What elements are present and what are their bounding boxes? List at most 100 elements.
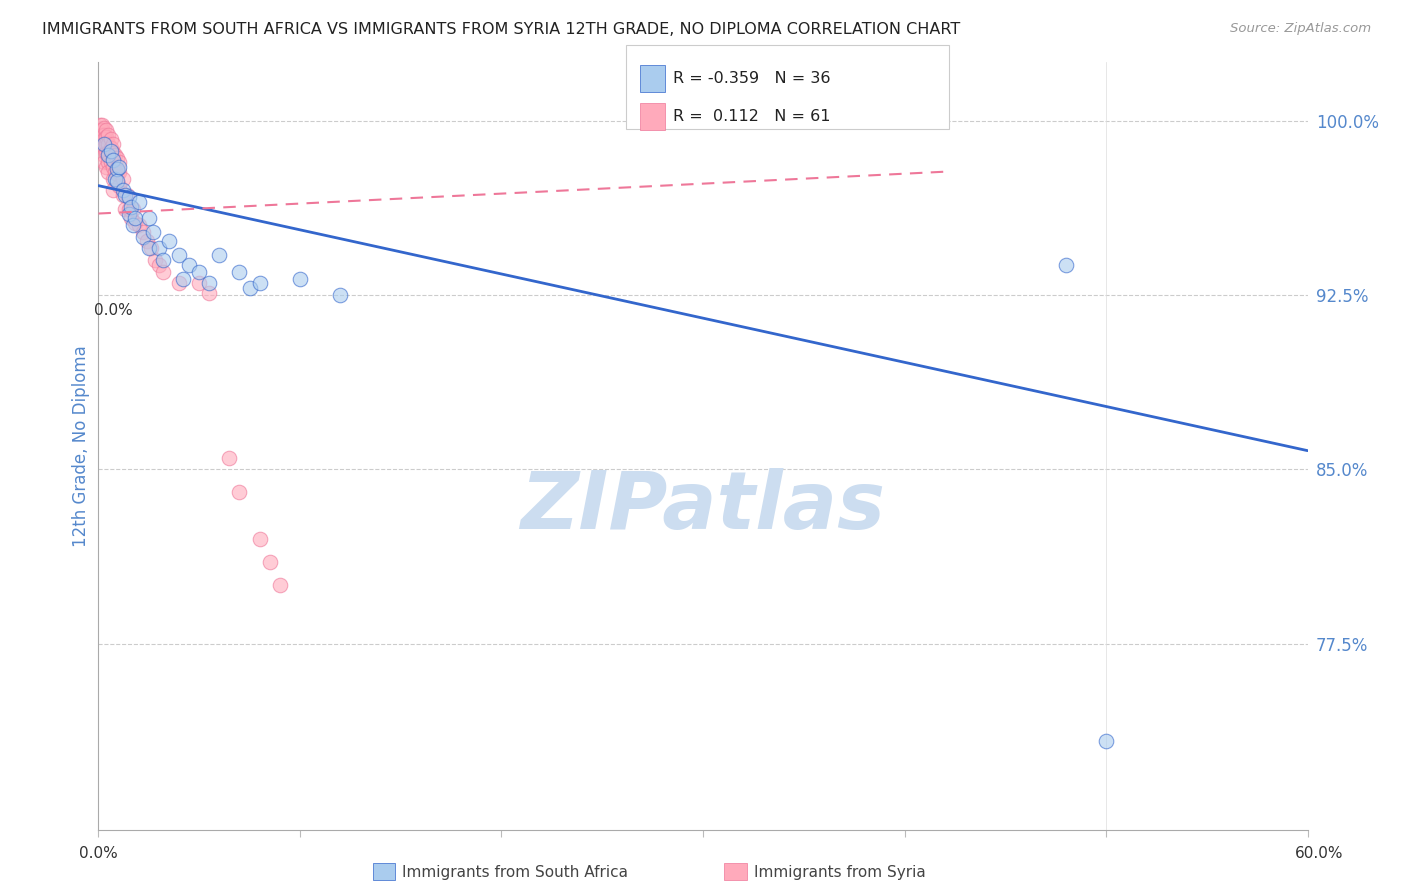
Point: [142, 225, 165, 239]
Text: 0.0%: 0.0%: [94, 302, 134, 318]
Point: [105, 167, 128, 181]
Text: Immigrants from South Africa: Immigrants from South Africa: [402, 865, 628, 880]
Point: [157, 235, 180, 249]
Point: [111, 183, 134, 197]
Point: [89, 123, 111, 137]
Point: [1095, 734, 1118, 748]
Point: [93, 148, 115, 162]
Text: R =  0.112   N = 61: R = 0.112 N = 61: [673, 109, 831, 124]
Point: [101, 160, 124, 174]
Point: [100, 144, 122, 158]
Point: [143, 253, 166, 268]
Point: [152, 265, 174, 279]
Point: [128, 218, 150, 232]
Point: [93, 132, 115, 146]
Point: [121, 202, 143, 216]
Point: [135, 235, 157, 249]
Point: [167, 248, 190, 262]
Point: [120, 211, 142, 226]
Point: [218, 450, 240, 465]
Point: [91, 118, 114, 132]
Point: [132, 229, 155, 244]
Point: [167, 277, 190, 291]
Point: [114, 188, 136, 202]
Point: [97, 164, 120, 178]
Point: [118, 202, 141, 216]
Point: [91, 123, 114, 137]
Text: R = -0.359   N = 36: R = -0.359 N = 36: [673, 71, 831, 86]
Point: [115, 188, 138, 202]
Point: [198, 285, 221, 300]
Text: 60.0%: 60.0%: [1295, 847, 1343, 861]
Point: [105, 174, 128, 188]
Point: [89, 118, 111, 132]
Point: [228, 265, 250, 279]
Point: [188, 277, 211, 291]
Point: [100, 141, 122, 155]
Point: [111, 188, 134, 202]
Point: [138, 241, 160, 255]
Point: [107, 164, 129, 178]
Point: [103, 164, 125, 178]
Point: [101, 183, 124, 197]
Point: [138, 211, 160, 226]
Text: Immigrants from Syria: Immigrants from Syria: [754, 865, 925, 880]
Point: [93, 136, 115, 151]
Point: [188, 265, 211, 279]
Text: ZIPatlas: ZIPatlas: [520, 468, 886, 547]
Text: Source: ZipAtlas.com: Source: ZipAtlas.com: [1230, 22, 1371, 36]
Point: [239, 281, 262, 295]
Point: [121, 218, 143, 232]
Point: [118, 206, 141, 220]
Point: [124, 216, 146, 230]
Point: [93, 128, 115, 142]
Point: [101, 146, 124, 161]
Point: [132, 225, 155, 239]
Point: [100, 132, 122, 146]
Point: [329, 288, 352, 302]
Point: [288, 271, 311, 285]
Point: [114, 202, 136, 216]
Point: [198, 277, 221, 291]
Point: [139, 241, 162, 255]
Point: [105, 151, 128, 165]
Point: [91, 136, 114, 151]
Point: [148, 258, 170, 272]
Point: [100, 155, 122, 169]
Point: [269, 578, 291, 592]
Point: [91, 128, 114, 142]
Point: [101, 153, 124, 167]
Point: [128, 194, 150, 209]
Point: [96, 129, 118, 144]
Point: [259, 555, 281, 569]
Text: 0.0%: 0.0%: [79, 847, 118, 861]
Point: [107, 155, 129, 169]
Point: [249, 532, 271, 546]
Point: [97, 128, 120, 142]
Point: [96, 160, 118, 174]
Point: [228, 485, 250, 500]
Point: [249, 277, 271, 291]
Point: [96, 146, 118, 161]
Point: [111, 171, 134, 186]
Point: [107, 160, 129, 174]
Point: [103, 148, 125, 162]
Point: [96, 136, 118, 151]
Point: [101, 171, 124, 186]
Point: [93, 120, 115, 135]
Point: [105, 162, 128, 177]
Point: [208, 248, 231, 262]
Point: [1054, 258, 1077, 272]
Point: [93, 141, 115, 155]
Point: [107, 178, 129, 193]
Point: [103, 171, 125, 186]
Point: [97, 148, 120, 162]
Point: [101, 136, 124, 151]
Y-axis label: 12th Grade, No Diploma: 12th Grade, No Diploma: [72, 345, 90, 547]
Point: [179, 258, 201, 272]
Point: [120, 200, 142, 214]
Point: [97, 155, 120, 169]
Point: [97, 136, 120, 151]
Point: [118, 190, 141, 204]
Point: [124, 211, 146, 226]
